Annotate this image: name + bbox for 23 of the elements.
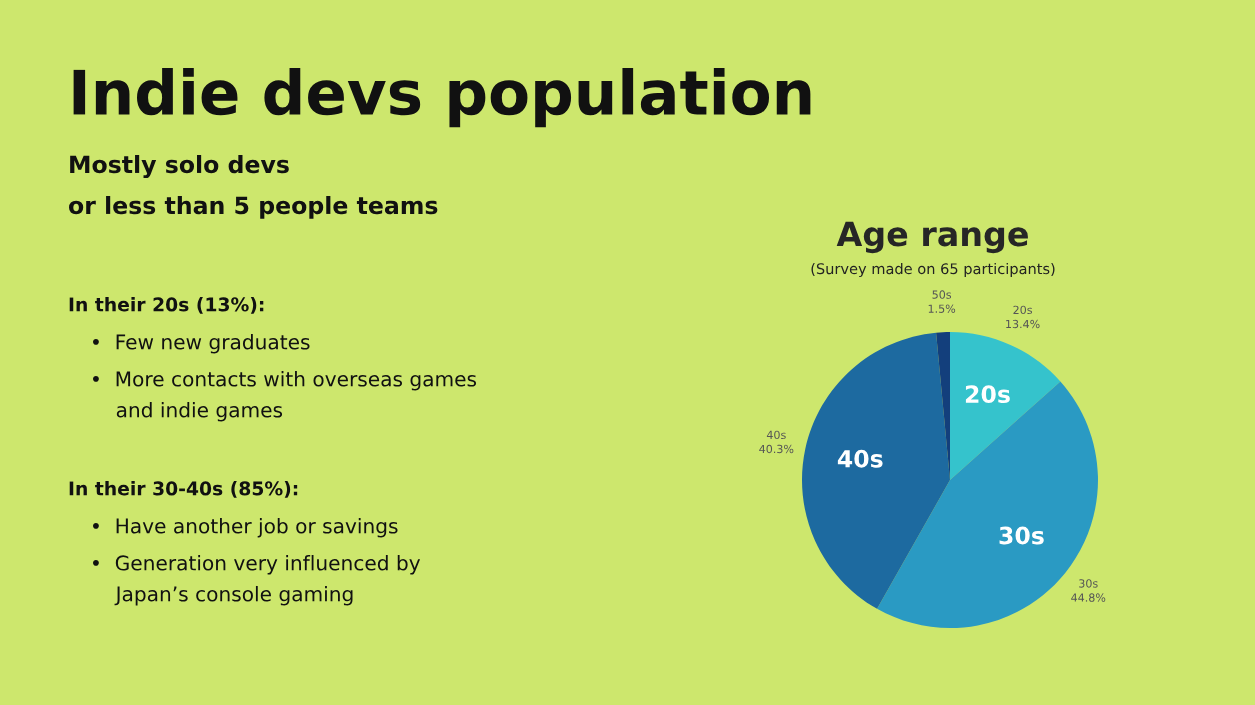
slice-label: 30s <box>999 526 1044 545</box>
text: Mostly solo devs or less than 5 people teams <box>69 155 438 219</box>
data-label: 40.3% <box>759 444 794 454</box>
data-label: 1.5% <box>928 304 956 313</box>
text: • More contacts with overseas games and indie games <box>93 371 477 422</box>
pie-slice <box>950 332 1061 480</box>
slice-label: 20s <box>1013 305 1032 315</box>
data-label: 44.8% <box>1071 593 1106 602</box>
text: • Generation very influenced by Japan’s console gaming <box>93 555 421 606</box>
slice-label: 40s <box>837 449 883 468</box>
chart-title: Age range <box>836 221 1028 254</box>
text: • Few new graduates <box>93 334 310 354</box>
text: Indie devs population <box>73 68 811 128</box>
slice-label: 40s <box>766 430 786 440</box>
slice-label: 20s <box>965 385 1010 404</box>
text: • Have another job or savings <box>93 518 398 538</box>
chart-subtitle: (Survey made on 65 participants) <box>811 262 1055 278</box>
text: In their 20s (13%): <box>69 297 264 314</box>
slice-label: 50s <box>932 290 952 299</box>
pie-slice <box>802 332 950 609</box>
text: In their 30-40s (85%): <box>69 481 298 498</box>
data-label: 13.4% <box>1006 319 1040 329</box>
slice-label: 30s <box>1079 579 1098 588</box>
